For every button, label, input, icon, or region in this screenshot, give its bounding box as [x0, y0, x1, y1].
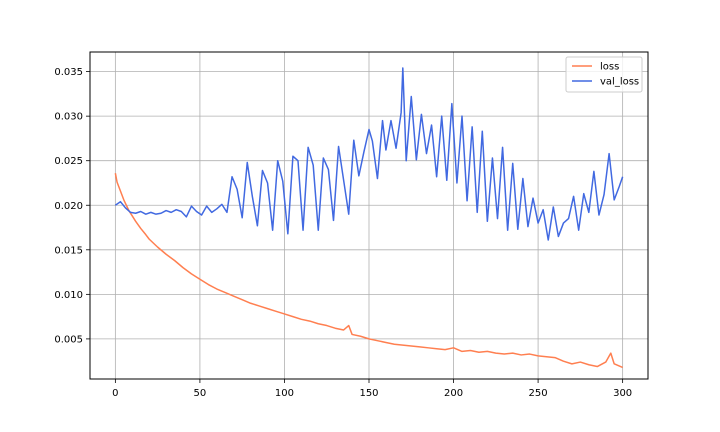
x-axis: 0 50 100 150 200 250 300	[112, 379, 632, 399]
legend-label-val-loss: val_loss	[600, 77, 639, 88]
y-tick-label: 0.005	[54, 334, 83, 345]
x-tick-label: 150	[359, 388, 378, 399]
y-tick-label: 0.025	[54, 156, 83, 167]
series-layer	[114, 67, 624, 369]
series-line-val-loss	[114, 67, 624, 241]
y-tick-label: 0.035	[54, 67, 83, 78]
legend: loss val_loss	[565, 56, 643, 93]
y-tick-label: 0.015	[54, 245, 83, 256]
x-tick-label: 250	[529, 388, 548, 399]
y-tick-label: 0.010	[54, 290, 83, 301]
x-tick-label: 0	[112, 388, 118, 399]
x-tick-label: 300	[613, 388, 632, 399]
grid	[90, 52, 648, 379]
y-tick-label: 0.020	[54, 201, 83, 212]
y-tick-label: 0.030	[54, 112, 83, 123]
x-tick-label: 50	[194, 388, 207, 399]
legend-label-loss: loss	[600, 62, 619, 73]
y-axis: 0.005 0.010 0.015 0.020 0.025 0.030 0.035	[54, 67, 90, 345]
x-tick-label: 100	[275, 388, 294, 399]
series-line-loss	[114, 173, 623, 369]
x-tick-label: 200	[444, 388, 463, 399]
